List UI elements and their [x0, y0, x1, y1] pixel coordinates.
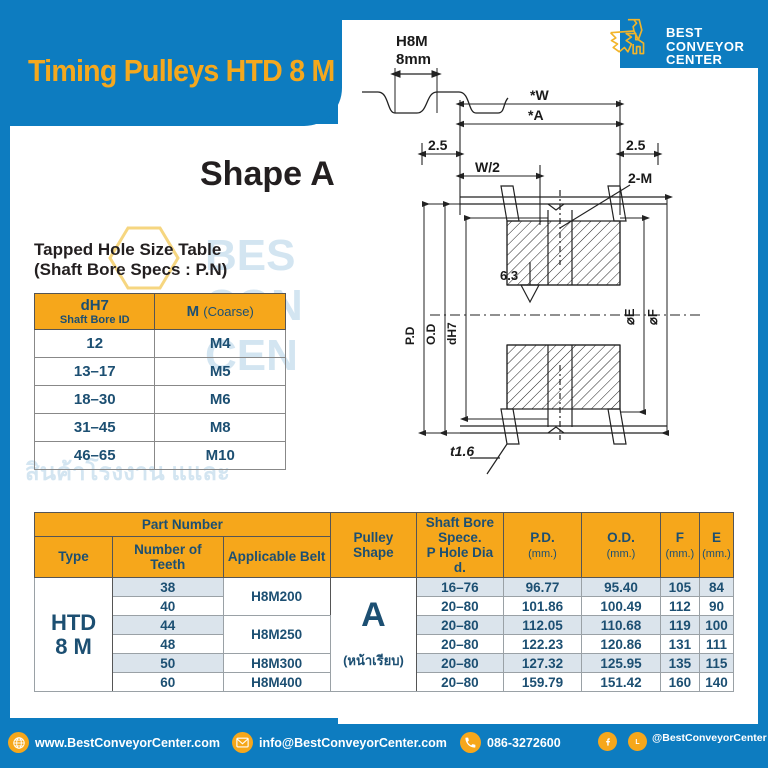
- svg-text:⌀E: ⌀E: [622, 308, 637, 325]
- svg-text:*W: *W: [530, 87, 549, 103]
- svg-text:*A: *A: [528, 107, 544, 123]
- svg-text:2.5: 2.5: [626, 137, 646, 153]
- svg-text:t1.6: t1.6: [450, 443, 474, 459]
- svg-text:W/2: W/2: [475, 159, 500, 175]
- svg-text:H8M: H8M: [396, 33, 428, 50]
- svg-text:L: L: [635, 739, 639, 746]
- svg-text:O.D: O.D: [424, 323, 438, 345]
- svg-text:P.D: P.D: [403, 326, 417, 345]
- svg-text:dH7: dH7: [445, 322, 459, 345]
- svg-text:8mm: 8mm: [396, 51, 431, 68]
- svg-text:6.3: 6.3: [500, 268, 518, 283]
- svg-text:2-M: 2-M: [628, 170, 652, 186]
- svg-text:⌀F: ⌀F: [645, 309, 660, 325]
- svg-text:2.5: 2.5: [428, 137, 448, 153]
